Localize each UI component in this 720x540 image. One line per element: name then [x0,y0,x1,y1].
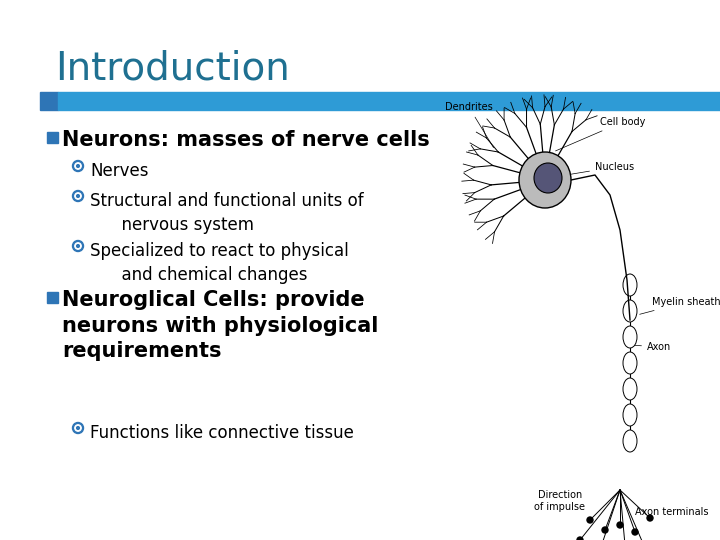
Circle shape [75,243,81,249]
Circle shape [632,529,638,535]
Text: Structural and functional units of
      nervous system: Structural and functional units of nervo… [90,192,364,234]
Circle shape [73,191,84,201]
Ellipse shape [534,163,562,193]
Text: Nerves: Nerves [90,162,148,180]
Circle shape [577,537,583,540]
Text: Axon terminals: Axon terminals [635,507,708,517]
Text: Dendrites: Dendrites [445,102,493,147]
Circle shape [587,517,593,523]
Ellipse shape [623,274,637,296]
Bar [47,292,58,302]
Circle shape [73,240,84,252]
Circle shape [602,527,608,533]
Circle shape [73,422,84,434]
Circle shape [76,427,79,429]
Ellipse shape [623,352,637,374]
Circle shape [76,245,79,247]
Ellipse shape [623,326,637,348]
Text: Neurons: masses of nerve cells: Neurons: masses of nerve cells [62,130,430,150]
Circle shape [75,163,81,169]
Circle shape [76,165,79,167]
Text: Neuroglical Cells: provide
neurons with physiological
requirements: Neuroglical Cells: provide neurons with … [62,290,379,361]
Circle shape [73,160,84,172]
Circle shape [647,515,653,521]
Circle shape [76,194,79,198]
Text: Myelin sheath: Myelin sheath [639,297,720,314]
Ellipse shape [623,378,637,400]
Bar [58,92,720,110]
Circle shape [75,193,81,199]
Bar [40,92,58,110]
Bar [47,132,58,143]
Text: Direction
of impulse: Direction of impulse [534,490,585,512]
Text: Nucleus: Nucleus [552,162,634,179]
Ellipse shape [623,404,637,426]
Text: Functions like connective tissue: Functions like connective tissue [90,424,354,442]
Text: Cell body: Cell body [556,117,645,151]
Text: Specialized to react to physical
      and chemical changes: Specialized to react to physical and che… [90,242,348,284]
Ellipse shape [623,430,637,452]
Ellipse shape [519,152,571,208]
Text: Introduction: Introduction [55,50,289,88]
Text: Axon: Axon [633,342,671,352]
Circle shape [75,425,81,431]
Ellipse shape [623,300,637,322]
Circle shape [617,522,623,528]
